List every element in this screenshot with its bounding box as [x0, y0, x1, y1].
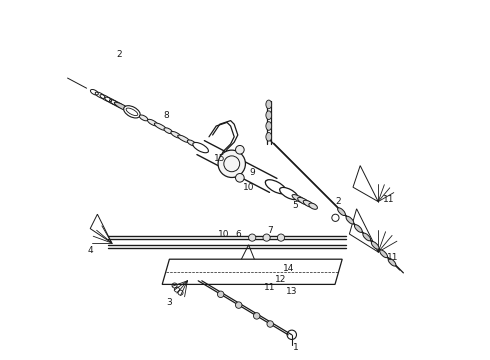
- Ellipse shape: [309, 203, 318, 209]
- Ellipse shape: [380, 250, 388, 258]
- Ellipse shape: [266, 132, 271, 141]
- Ellipse shape: [371, 242, 379, 249]
- Ellipse shape: [178, 135, 190, 143]
- Ellipse shape: [280, 188, 298, 199]
- Text: 11: 11: [265, 284, 276, 292]
- Circle shape: [236, 174, 244, 182]
- Text: 2: 2: [336, 197, 342, 206]
- Ellipse shape: [266, 100, 271, 109]
- Text: 11: 11: [387, 253, 398, 262]
- Ellipse shape: [297, 197, 310, 205]
- Circle shape: [267, 321, 273, 327]
- Ellipse shape: [187, 140, 196, 146]
- Circle shape: [218, 291, 224, 297]
- Circle shape: [218, 150, 245, 177]
- Text: 3: 3: [167, 298, 172, 307]
- Text: 15: 15: [214, 154, 225, 163]
- Text: 5: 5: [293, 201, 298, 210]
- Circle shape: [248, 234, 256, 241]
- Text: 2: 2: [116, 50, 122, 59]
- Ellipse shape: [266, 111, 271, 120]
- Ellipse shape: [354, 225, 362, 233]
- Ellipse shape: [338, 208, 345, 216]
- Text: 14: 14: [283, 264, 294, 273]
- Ellipse shape: [266, 180, 281, 190]
- Text: 10: 10: [243, 183, 254, 192]
- Text: 10: 10: [218, 230, 229, 239]
- Text: 1: 1: [293, 343, 298, 352]
- Ellipse shape: [266, 122, 271, 130]
- Ellipse shape: [123, 106, 140, 118]
- Ellipse shape: [194, 144, 204, 150]
- Ellipse shape: [388, 258, 396, 266]
- Circle shape: [253, 312, 260, 319]
- Text: 12: 12: [275, 275, 287, 284]
- Ellipse shape: [139, 115, 148, 121]
- Text: 8: 8: [163, 111, 169, 120]
- Circle shape: [263, 234, 270, 241]
- Ellipse shape: [154, 123, 167, 130]
- Text: 6: 6: [235, 230, 241, 239]
- Text: 9: 9: [249, 168, 255, 177]
- Ellipse shape: [346, 216, 354, 224]
- Text: 7: 7: [268, 226, 273, 235]
- Circle shape: [236, 302, 242, 308]
- Ellipse shape: [193, 143, 208, 153]
- Circle shape: [236, 145, 244, 154]
- Polygon shape: [162, 259, 342, 284]
- Ellipse shape: [114, 102, 131, 112]
- Text: 11: 11: [383, 195, 395, 204]
- Text: 4: 4: [87, 246, 93, 255]
- Text: 13: 13: [286, 287, 297, 296]
- Ellipse shape: [303, 200, 314, 207]
- Ellipse shape: [292, 194, 306, 203]
- Ellipse shape: [266, 180, 286, 194]
- Circle shape: [277, 234, 285, 241]
- Ellipse shape: [164, 128, 172, 134]
- Ellipse shape: [147, 119, 158, 126]
- Ellipse shape: [363, 233, 370, 241]
- Ellipse shape: [171, 131, 181, 138]
